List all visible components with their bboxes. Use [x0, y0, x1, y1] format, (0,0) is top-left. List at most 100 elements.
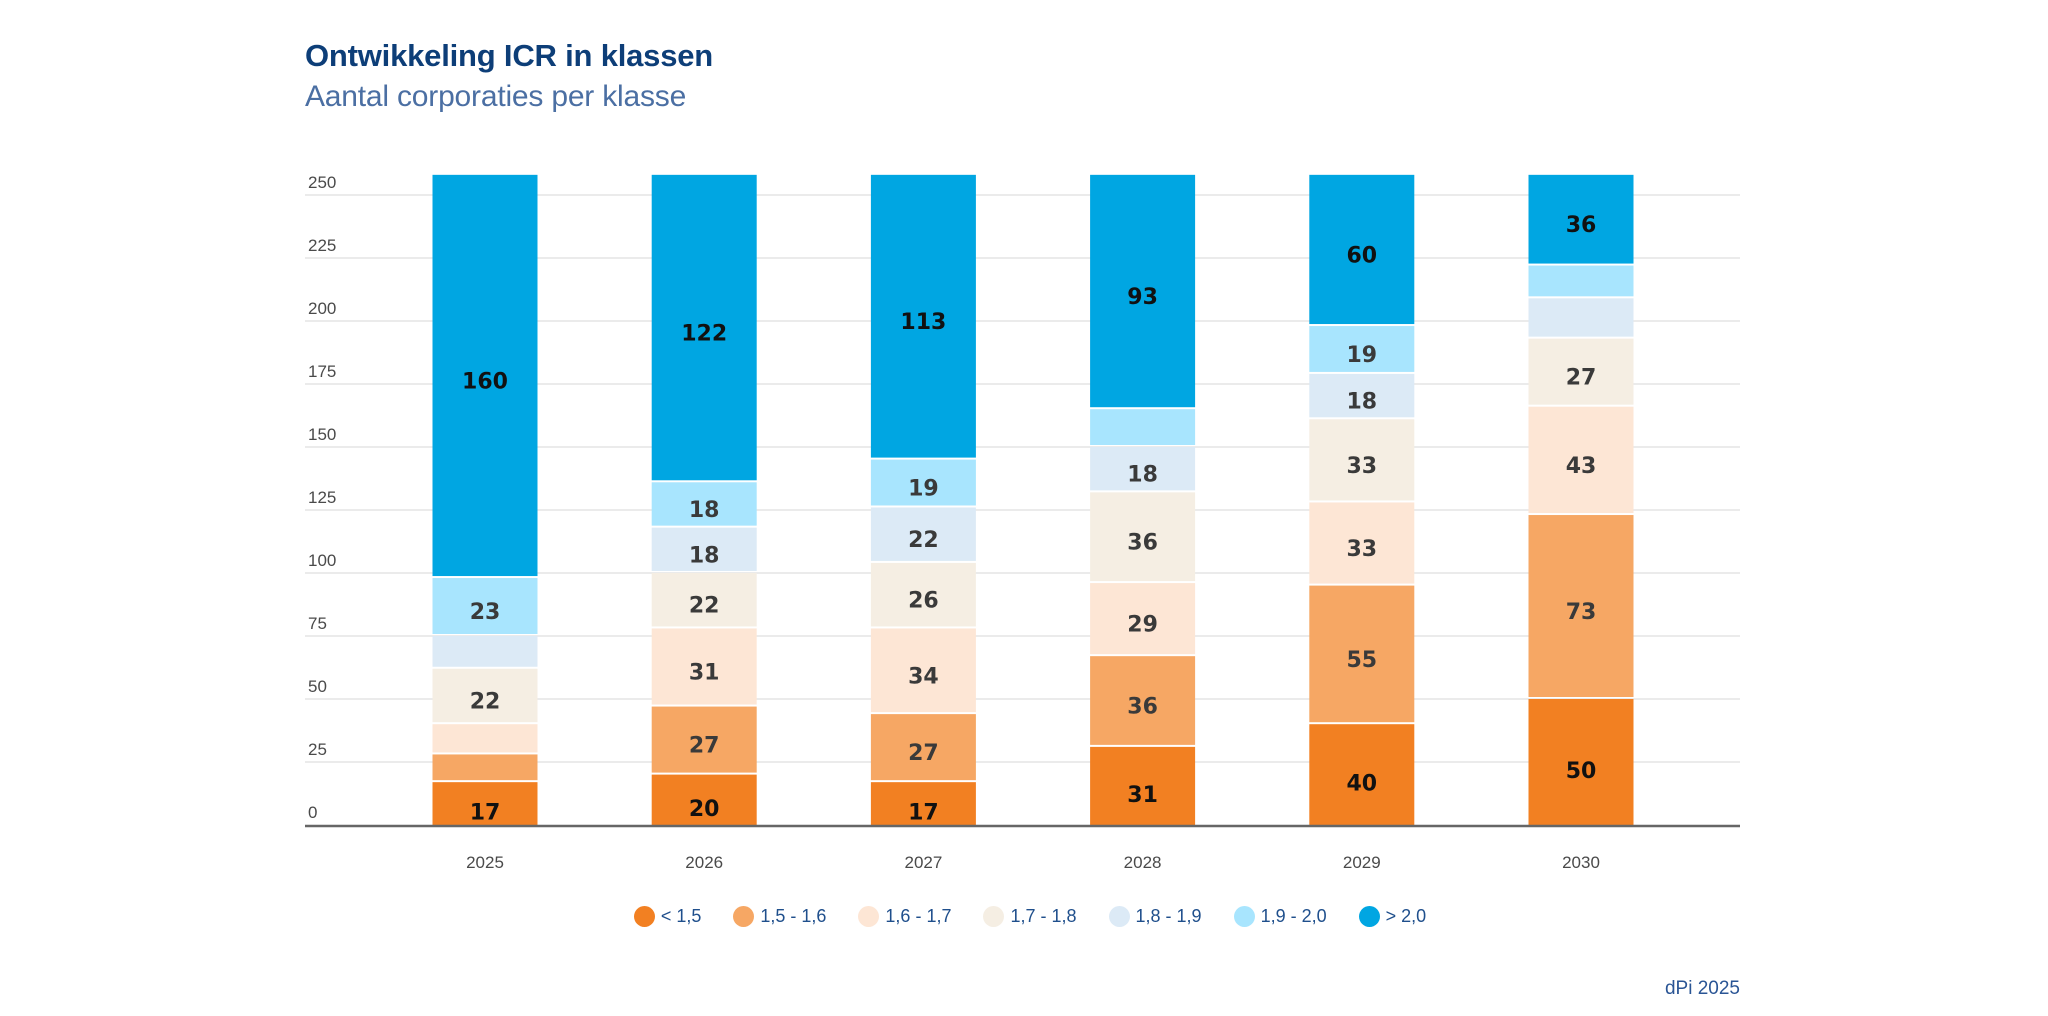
- bar-segment: [870, 714, 976, 781]
- data-label: 18: [689, 543, 720, 568]
- data-label: 20: [689, 797, 720, 822]
- bar-segment: [1090, 447, 1196, 491]
- bar-segment: [870, 562, 976, 627]
- data-label: 36: [1566, 213, 1597, 238]
- data-label: 27: [908, 741, 939, 766]
- x-tick-label: 2026: [685, 853, 723, 872]
- bar-segment: [1309, 373, 1415, 418]
- data-label: 22: [470, 689, 501, 714]
- legend-label: 1,7 - 1,8: [1010, 906, 1077, 926]
- bar-segment: [432, 578, 538, 634]
- bar-segment: [870, 782, 976, 825]
- bar-segment: [870, 174, 976, 458]
- data-label: 31: [689, 661, 720, 686]
- bar-segment: [1090, 583, 1196, 655]
- bars: 17 22 23 160 20 27 31 22 18 18 122 17 27 34 26 22 19 113 3…: [432, 174, 1634, 826]
- bar-stack-2027: 17 27 34 26 22 19 113: [870, 174, 976, 826]
- data-label: 73: [1566, 600, 1597, 625]
- legend-label: 1,5 - 1,6: [760, 906, 827, 926]
- bar-segment: [651, 628, 757, 705]
- chart-subtitle: Aantal corporaties per klasse: [305, 80, 687, 113]
- x-tick-label: 2025: [466, 853, 504, 872]
- data-label: 26: [908, 589, 939, 614]
- bar-segment: [651, 706, 757, 773]
- bar-segment: [432, 174, 538, 577]
- bar-segment: [1090, 656, 1196, 745]
- bar-segment: [1309, 585, 1415, 723]
- x-tick-label: 2030: [1562, 853, 1600, 872]
- legend-swatch-icon: [1108, 906, 1130, 927]
- legend-item[interactable]: 1,9 - 2,0: [1233, 906, 1327, 927]
- bar-segment: [870, 507, 976, 561]
- legend-swatch-icon: [633, 906, 655, 927]
- data-label: 60: [1346, 243, 1377, 268]
- data-label: 36: [1127, 695, 1158, 720]
- bar-segment: [1090, 746, 1196, 825]
- bar-segment: [870, 459, 976, 506]
- bar-segment: [1309, 419, 1415, 501]
- legend-swatch-icon: [858, 906, 880, 927]
- data-label: 19: [1346, 343, 1377, 368]
- data-label: 55: [1346, 648, 1377, 673]
- bar-segment: [870, 628, 976, 713]
- legend-item[interactable]: 1,7 - 1,8: [983, 906, 1077, 927]
- data-label: 113: [900, 310, 946, 335]
- y-tick-label: 225: [308, 236, 336, 255]
- y-tick-label: 25: [308, 740, 327, 759]
- legend-item[interactable]: 1,8 - 1,9: [1108, 906, 1202, 927]
- bar-segment: [651, 527, 757, 571]
- y-tick-label: 0: [308, 803, 317, 822]
- data-label: 27: [689, 734, 720, 759]
- bar-segment: [1528, 406, 1634, 514]
- y-tick-label: 50: [308, 677, 327, 696]
- bar-stack-2029: 40 55 33 33 18 19 60: [1309, 174, 1415, 825]
- y-tick-label: 125: [308, 488, 336, 507]
- gridlines: [305, 194, 1740, 763]
- bar-stack-2026: 20 27 31 22 18 18 122: [651, 174, 757, 825]
- data-label: 160: [462, 369, 508, 394]
- bar-segment: [1528, 338, 1634, 405]
- legend-item[interactable]: > 2,0: [1358, 906, 1427, 927]
- bar-stack-2025: 17 22 23 160: [432, 174, 538, 826]
- bar-segment: [1528, 515, 1634, 697]
- bar-segment: [1090, 409, 1196, 445]
- x-tick-label: 2029: [1343, 853, 1381, 872]
- legend-item[interactable]: 1,5 - 1,6: [733, 906, 826, 927]
- bar-segment: [1309, 502, 1415, 584]
- legend-item[interactable]: 1,6 - 1,7: [858, 906, 951, 927]
- bar-segment: [651, 482, 757, 526]
- bar-segment: [432, 636, 538, 667]
- legend-swatch-icon: [1358, 906, 1380, 927]
- bar-segment: [651, 174, 757, 481]
- bar-segment: [1528, 699, 1634, 825]
- legend-item[interactable]: < 1,5: [633, 906, 701, 927]
- data-label: 122: [681, 322, 727, 347]
- legend-swatch-icon: [733, 906, 755, 927]
- bar-segment: [1309, 724, 1415, 825]
- data-label: 93: [1127, 285, 1158, 310]
- data-label: 22: [689, 594, 720, 619]
- data-label: 29: [1127, 613, 1158, 638]
- bar-stack-2028: 31 36 29 36 18 93: [1090, 174, 1196, 825]
- bar-segment: [432, 724, 538, 753]
- bar-segment: [651, 573, 757, 627]
- data-label: 34: [908, 664, 939, 689]
- data-label: 40: [1346, 772, 1377, 797]
- y-tick-label: 175: [308, 362, 336, 381]
- data-label: 17: [908, 801, 939, 826]
- bar-segment: [1528, 298, 1634, 337]
- data-label: 18: [689, 498, 720, 523]
- y-tick-label: 100: [308, 551, 336, 570]
- bar-stack-2030: 50 73 43 27 36: [1528, 174, 1634, 825]
- data-label: 23: [470, 600, 501, 625]
- data-label: 27: [1566, 366, 1597, 391]
- data-label: 19: [908, 477, 939, 502]
- x-tick-label: 2028: [1124, 853, 1162, 872]
- x-axis: 2025 2026 2027 2028 2029 2030: [305, 824, 1740, 872]
- y-tick-label: 75: [308, 614, 327, 633]
- data-label: 50: [1566, 759, 1597, 784]
- legend-label: > 2,0: [1385, 906, 1427, 926]
- legend-label: 1,8 - 1,9: [1135, 906, 1202, 926]
- bar-segment: [432, 782, 538, 825]
- y-tick-label: 200: [308, 299, 336, 318]
